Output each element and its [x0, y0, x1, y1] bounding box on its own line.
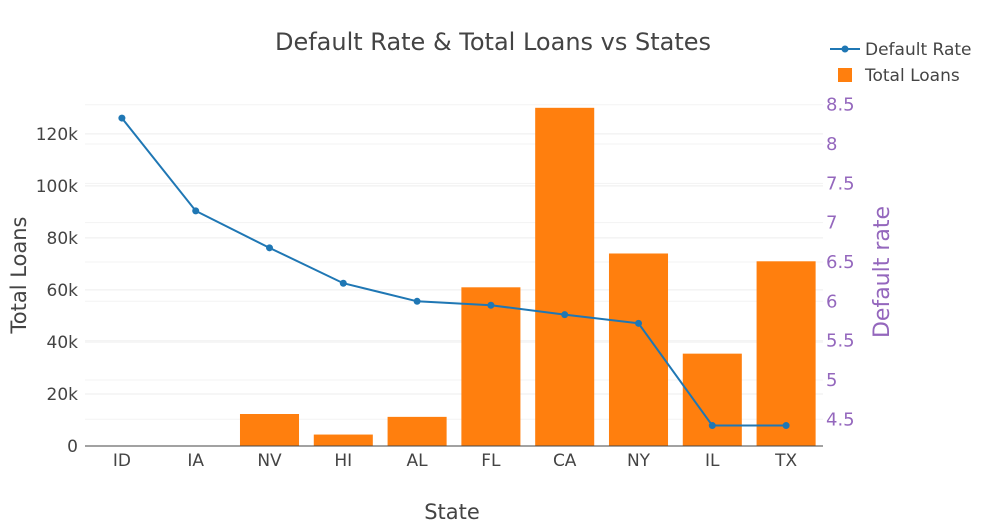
y-tick-label: 0 [67, 437, 78, 457]
x-tick-label-ca: CA [553, 451, 577, 471]
bar-tx [756, 261, 816, 446]
y2-tick-label: 5.5 [826, 331, 855, 352]
axes: ID IA NV HI AL FL CA NY IL TX 0 20k 40k 60k 80k 100k 120… [36, 95, 855, 471]
bar-series-total-loans [239, 107, 816, 447]
bar-al [387, 416, 447, 446]
bar-il [682, 353, 742, 446]
point-ca [561, 311, 569, 319]
point-il [708, 422, 716, 430]
bar-ny [608, 253, 669, 446]
point-al [413, 297, 421, 305]
legend-marker-swatch [841, 45, 849, 53]
bar-fl [461, 287, 521, 446]
y-tick-label: 60k [47, 281, 79, 301]
legend[interactable]: Default Rate Total Loans [830, 40, 972, 86]
x-tick-label-ia: IA [187, 451, 204, 471]
bar-ca [535, 107, 595, 447]
point-fl [487, 301, 495, 309]
point-ia [192, 207, 200, 215]
y-tick-label: 80k [47, 229, 79, 249]
y2-tick-label: 5 [826, 370, 837, 391]
y-tick-label: 100k [36, 177, 78, 197]
point-hi [339, 279, 347, 287]
x-tick-label-al: AL [407, 451, 429, 471]
x-axis-title: State [424, 500, 480, 524]
y2-tick-label: 4.5 [826, 409, 855, 430]
x-tick-label-tx: TX [774, 451, 797, 471]
x-tick-label-nv: NV [257, 451, 282, 471]
x-tick-label-hi: HI [334, 451, 352, 471]
bar-hi [313, 434, 373, 446]
point-tx [782, 422, 790, 430]
point-ny [635, 319, 642, 327]
legend-item-default-rate[interactable]: Default Rate [830, 40, 972, 60]
bar-nv [239, 414, 300, 446]
y2-tick-label: 8 [826, 134, 837, 155]
y-axis-title: Total Loans [7, 216, 31, 334]
point-nv [266, 244, 273, 252]
x-tick-label-fl: FL [481, 451, 501, 471]
y2-tick-label: 6.5 [826, 252, 855, 273]
y2-axis-title: Default rate [870, 206, 895, 338]
legend-bar-swatch [838, 68, 852, 82]
line-series-default-rate [118, 114, 790, 430]
y2-tick-label: 7 [826, 213, 837, 234]
y-tick-label: 20k [47, 385, 79, 405]
x-tick-label-id: ID [113, 451, 131, 471]
legend-label-default-rate: Default Rate [865, 40, 972, 60]
y2-tick-label: 6 [826, 291, 837, 312]
y2-tick-label: 7.5 [826, 173, 855, 194]
legend-label-total-loans: Total Loans [864, 66, 960, 86]
y-tick-label: 40k [47, 333, 79, 353]
x-tick-label-il: IL [705, 451, 720, 471]
legend-item-total-loans[interactable]: Total Loans [838, 66, 960, 86]
chart-title: Default Rate & Total Loans vs States [275, 28, 711, 56]
x-tick-label-ny: NY [627, 451, 651, 471]
gridlines [85, 104, 823, 420]
y-tick-label: 120k [36, 125, 78, 145]
y2-tick-label: 8.5 [826, 95, 855, 116]
point-id [118, 114, 126, 122]
default-rate-line [121, 117, 787, 427]
